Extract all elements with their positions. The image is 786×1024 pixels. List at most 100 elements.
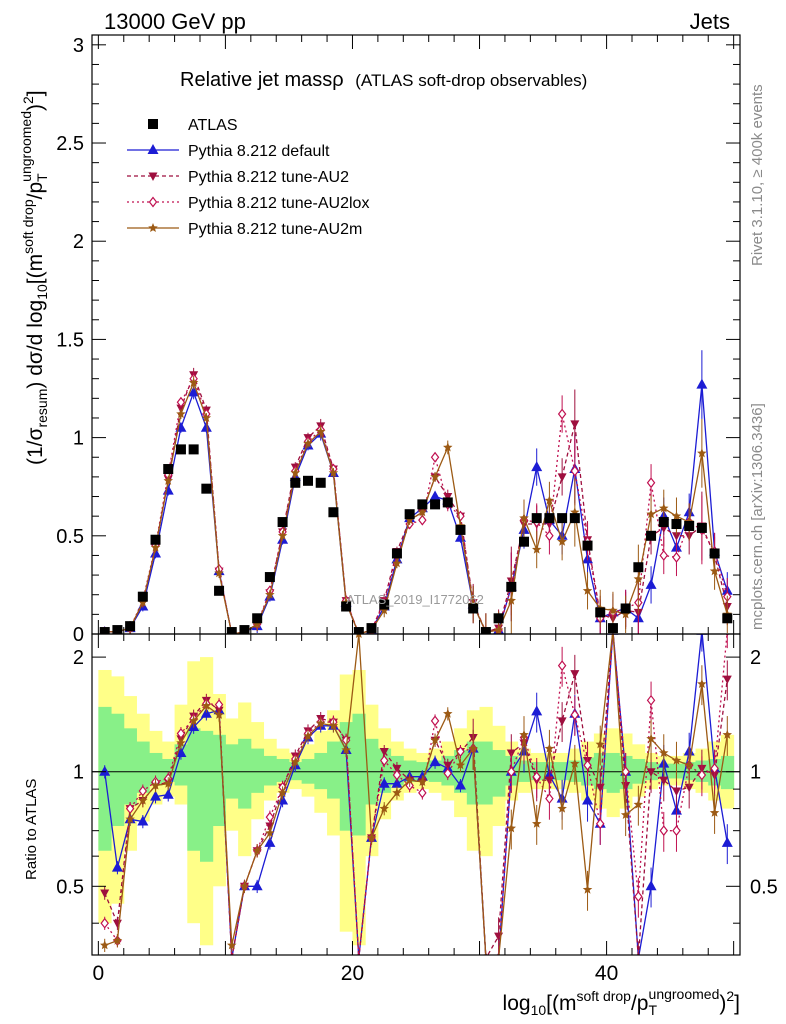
point-atlas-34 [531, 513, 542, 524]
point-pythia-8-212-tune-au2m-13 [265, 589, 275, 599]
point-pythia-8-212-tune-au2m-22 [379, 605, 389, 615]
band-green-49 [720, 755, 735, 790]
point-atlas-45 [671, 519, 682, 530]
point-atlas-23 [391, 548, 402, 559]
y-tick-label-ratio-left-0.5: 0.5 [56, 876, 84, 898]
ratio-point-pythia-8-212-tune-au2-37 [570, 670, 580, 679]
ratio-point-pythia-8-212-tune-au2m-26 [430, 735, 440, 745]
band-green-12 [250, 748, 265, 793]
point-atlas-38 [582, 540, 593, 551]
ratio-point-pythia-8-212-tune-au2lox-23 [392, 769, 402, 781]
band-green-11 [238, 738, 252, 809]
ratio-point-pythia-8-212-tune-au2-36 [557, 717, 567, 726]
point-atlas-18 [328, 507, 339, 518]
ratio-point-pythia-8-212-tune-au2-45 [671, 787, 681, 796]
ratio-series-group [99, 634, 733, 955]
point-atlas-37 [569, 513, 580, 524]
point-pythia-8-212-tune-au2m-35 [544, 495, 555, 505]
ratio-plot-frame [91, 633, 741, 956]
ratio-point-pythia-8-212-tune-au2m-37 [570, 758, 580, 768]
point-pythia-8-212-tune-au2m-40 [608, 605, 618, 615]
ratio-point-pythia-8-212-tune-au2m-39 [595, 739, 605, 749]
point-atlas-17 [315, 477, 326, 488]
main-plot-background [92, 35, 740, 634]
point-pythia-8-212-tune-au2m-12 [252, 619, 262, 629]
point-atlas-8 [201, 483, 212, 494]
point-atlas-35 [544, 513, 555, 524]
point-atlas-15 [290, 477, 301, 488]
point-pythia-8-212-tune-au2m-17 [316, 426, 326, 436]
legend-marker-pythia-8-212-default [147, 144, 159, 154]
point-atlas-10 [226, 627, 237, 634]
ratio-point-pythia-8-212-tune-au2m-1 [112, 935, 123, 945]
ratio-point-pythia-8-212-tune-au2m-0 [100, 940, 110, 950]
band-green-30 [479, 741, 493, 805]
point-pythia-8-212-default-26 [429, 490, 441, 501]
ratio-point-pythia-8-212-tune-au2lox-48 [710, 762, 719, 774]
point-pythia-8-212-tune-au2m-15 [290, 468, 300, 477]
ratio-point-pythia-8-212-tune-au2m-46 [684, 760, 694, 770]
ratio-point-pythia-8-212-tune-au2m-32 [506, 823, 516, 833]
ratio-point-pythia-8-212-tune-au2lox-35 [545, 793, 554, 805]
y-axis-label-main: (1/σresum) dσ/d log10[(msoft drop/pTungr… [18, 90, 50, 465]
point-pythia-8-212-tune-au2m-33 [519, 513, 529, 523]
legend-marker-pythia-8-212-tune-au2m [148, 223, 158, 232]
analysis-watermark: ATLAS_2019_I1772062 [346, 592, 484, 607]
point-pythia-8-212-tune-au2m-5 [163, 475, 173, 485]
point-atlas-24 [404, 509, 415, 520]
point-pythia-8-212-tune-au2m-7 [188, 377, 199, 387]
ratio-point-pythia-8-212-default-12 [251, 880, 263, 891]
ratio-point-pythia-8-212-tune-au2m-44 [659, 748, 669, 757]
chart-subtitle: (ATLAS soft-drop observables) [355, 71, 587, 90]
ratio-point-pythia-8-212-tune-au2-46 [684, 783, 694, 793]
point-atlas-2 [125, 621, 136, 632]
point-pythia-8-212-tune-au2m-32 [506, 595, 516, 605]
point-atlas-25 [417, 499, 428, 510]
y-axis-label-main-text: (1/σresum) dσ/d log10[(msoft drop/pTungr… [18, 90, 50, 465]
ratio-point-pythia-8-212-tune-au2m-19 [341, 745, 351, 755]
band-green-17 [314, 752, 328, 790]
ratio-point-pythia-8-212-tune-au2lox-32 [507, 766, 516, 778]
point-pythia-8-212-tune-au2m-8 [201, 413, 212, 422]
ratio-point-pythia-8-212-tune-au2-27 [443, 761, 453, 771]
ratio-point-pythia-8-212-tune-au2m-10 [227, 940, 237, 950]
ratio-point-pythia-8-212-tune-au2lox-34 [532, 771, 541, 783]
point-atlas-7 [188, 444, 199, 455]
ratio-point-pythia-8-212-tune-au2-0 [100, 889, 110, 899]
y-axis-label-ratio: Ratio to ATLAS [23, 779, 40, 880]
ratio-point-pythia-8-212-tune-au2m-7 [188, 715, 199, 725]
ratio-point-pythia-8-212-tune-au2m-29 [468, 743, 478, 753]
band-green-13 [263, 755, 277, 786]
ratio-point-pythia-8-212-tune-au2m-24 [404, 775, 415, 785]
point-atlas-11 [239, 625, 250, 634]
band-green-7 [187, 728, 201, 851]
point-pythia-8-212-tune-au2lox-25 [418, 514, 427, 526]
ratio-point-pythia-8-212-tune-au2-42 [633, 954, 643, 955]
point-pythia-8-212-tune-au2m-24 [404, 515, 415, 525]
legend-marker-pythia-8-212-tune-au2lox [148, 196, 158, 208]
ratio-point-pythia-8-212-tune-au2m-15 [290, 757, 300, 767]
point-atlas-27 [442, 497, 453, 508]
ratio-point-pythia-8-212-tune-au2m-5 [163, 778, 173, 788]
point-atlas-4 [150, 534, 161, 545]
legend: ATLAS Pythia 8.212 default Pythia 8.212 tu… [127, 117, 369, 238]
point-pythia-8-212-tune-au2m-18 [328, 468, 339, 477]
point-atlas-44 [658, 517, 669, 528]
point-pythia-8-212-default-7 [188, 386, 200, 397]
point-pythia-8-212-tune-au2lox-35 [545, 530, 554, 542]
point-atlas-21 [366, 623, 377, 634]
ratio-point-pythia-8-212-tune-au2lox-42 [634, 891, 643, 903]
point-atlas-31 [493, 613, 504, 624]
point-atlas-9 [214, 585, 225, 596]
ratio-point-pythia-8-212-tune-au2m-27 [443, 708, 453, 718]
point-atlas-49 [722, 613, 733, 624]
ratio-point-pythia-8-212-tune-au2lox-44 [659, 825, 669, 837]
ratio-point-pythia-8-212-default-34 [531, 705, 543, 716]
point-atlas-33 [519, 536, 529, 547]
point-pythia-8-212-tune-au2m-31 [493, 625, 504, 634]
band-green-9 [212, 734, 226, 827]
point-atlas-42 [633, 562, 644, 573]
ratio-point-pythia-8-212-tune-au2m-42 [633, 799, 644, 809]
ratio-point-pythia-8-212-tune-au2lox-43 [646, 694, 656, 706]
point-atlas-39 [595, 607, 606, 618]
